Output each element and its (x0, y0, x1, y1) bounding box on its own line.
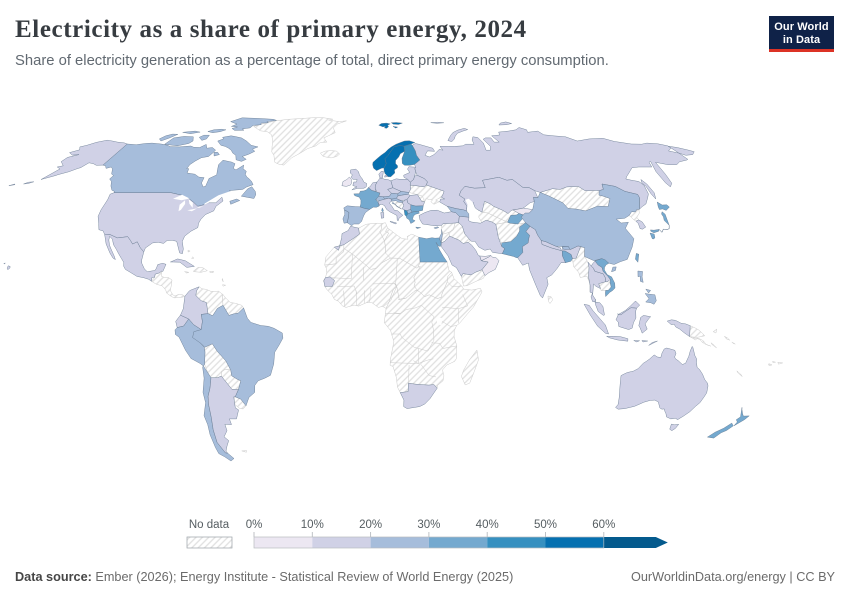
svg-text:10%: 10% (301, 519, 324, 531)
svg-text:30%: 30% (417, 519, 440, 531)
svg-text:40%: 40% (476, 519, 499, 531)
svg-text:0%: 0% (246, 519, 263, 531)
svg-text:20%: 20% (359, 519, 382, 531)
svg-text:60%: 60% (592, 519, 615, 531)
svg-text:No data: No data (189, 519, 230, 531)
svg-text:50%: 50% (534, 519, 557, 531)
